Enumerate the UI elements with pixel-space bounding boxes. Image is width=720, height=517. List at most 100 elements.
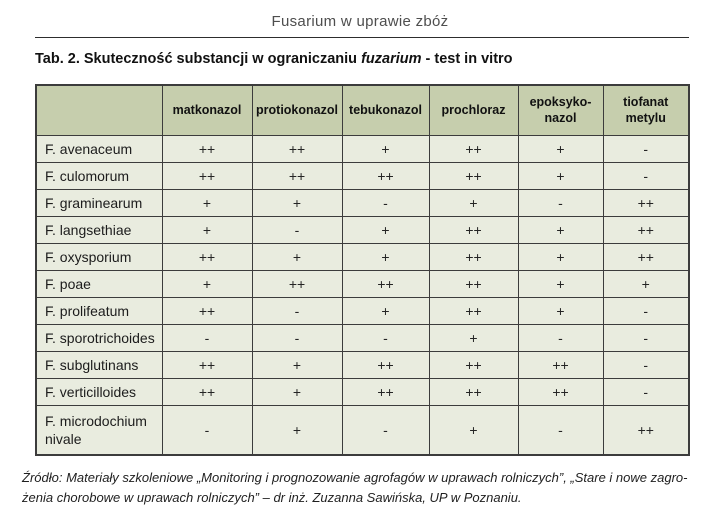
row-label: F. langsethiae — [35, 216, 163, 244]
source-line-1: Źródło: Materiały szkoleniowe „Monitorin… — [22, 470, 688, 485]
rating-cell: + — [161, 270, 253, 298]
caption-text-suffix: - test in vitro — [421, 51, 513, 67]
rating-cell: - — [161, 405, 253, 456]
row-label: F. prolifeatum — [35, 297, 163, 325]
rating-cell: + — [517, 270, 604, 298]
rating-cell: + — [251, 243, 343, 271]
table-body: F. avenaceum ++ ++ + ++ + - F. culomorum ++ ++ ++ +… — [35, 135, 690, 456]
rating-cell: ++ — [341, 378, 430, 406]
rating-cell: + — [341, 216, 430, 244]
rating-cell: ++ — [517, 351, 604, 379]
table-row: F. subglutinans ++ + ++ ++ ++ - — [35, 351, 690, 379]
column-header: matkonazol — [161, 84, 253, 136]
efficacy-table: matkonazol protiokonazol tebukonazol prochl… — [35, 84, 690, 456]
row-label: F. verticilloides — [35, 378, 163, 406]
rating-cell: + — [517, 162, 604, 190]
rating-cell: ++ — [251, 270, 343, 298]
column-header: protiokonazol — [251, 84, 343, 136]
table-row: F. culomorum ++ ++ ++ ++ + - — [35, 162, 690, 190]
rating-cell: ++ — [602, 405, 690, 456]
rating-cell: ++ — [428, 135, 519, 163]
running-header: Fusarium w uprawie zbóż — [0, 0, 720, 30]
rating-cell: - — [341, 324, 430, 352]
rating-cell: + — [251, 405, 343, 456]
rating-cell: - — [341, 405, 430, 456]
table-row: F. oxysporium ++ + + ++ + ++ — [35, 243, 690, 271]
table-row: F. verticilloides ++ + ++ ++ ++ - — [35, 378, 690, 406]
rating-cell: - — [251, 324, 343, 352]
rating-cell: - — [602, 351, 690, 379]
header-row: matkonazol protiokonazol tebukonazol prochl… — [35, 84, 690, 136]
table-row: F. avenaceum ++ ++ + ++ + - — [35, 135, 690, 163]
source-line-2: żenia chorobowe w uprawach rolniczych” –… — [22, 490, 522, 506]
table-row: F. graminearum + + - + - ++ — [35, 189, 690, 217]
rating-cell: - — [602, 297, 690, 325]
rating-cell: ++ — [161, 351, 253, 379]
rating-cell: + — [517, 243, 604, 271]
rating-cell: ++ — [602, 216, 690, 244]
rating-cell: ++ — [428, 216, 519, 244]
row-label: F. microdochium nivale — [35, 405, 163, 456]
corner-cell — [35, 84, 163, 136]
rating-cell: ++ — [251, 135, 343, 163]
rating-cell: + — [517, 135, 604, 163]
rating-cell: ++ — [161, 243, 253, 271]
rating-cell: ++ — [161, 162, 253, 190]
rating-cell: ++ — [161, 378, 253, 406]
column-header: tiofanat metylu — [602, 84, 690, 136]
row-label: F. culomorum — [35, 162, 163, 190]
row-label: F. oxysporium — [35, 243, 163, 271]
rating-cell: + — [428, 405, 519, 456]
rating-cell: + — [428, 324, 519, 352]
rating-cell: + — [251, 351, 343, 379]
rating-cell: ++ — [341, 162, 430, 190]
row-label: F. subglutinans — [35, 351, 163, 379]
column-header: tebukonazol — [341, 84, 430, 136]
table-row: F. sporotrichoides - - - + - - — [35, 324, 690, 352]
table-row: F. microdochium nivale - + - + - ++ — [35, 405, 690, 456]
rating-cell: + — [428, 189, 519, 217]
rating-cell: ++ — [341, 351, 430, 379]
rating-cell: + — [517, 297, 604, 325]
rating-cell: ++ — [161, 135, 253, 163]
table-row: F. prolifeatum ++ - + ++ + - — [35, 297, 690, 325]
row-label: F. avenaceum — [35, 135, 163, 163]
rating-cell: + — [341, 297, 430, 325]
rating-cell: ++ — [428, 270, 519, 298]
rating-cell: + — [161, 216, 253, 244]
rating-cell: - — [517, 405, 604, 456]
rating-cell: + — [251, 378, 343, 406]
rating-cell: ++ — [428, 297, 519, 325]
rating-cell: - — [602, 324, 690, 352]
rating-cell: ++ — [251, 162, 343, 190]
rating-cell: ++ — [602, 243, 690, 271]
caption-text: Tab. 2. Skuteczność substancji w ogranic… — [35, 51, 362, 67]
rating-cell: - — [341, 189, 430, 217]
rating-cell: + — [602, 270, 690, 298]
rating-cell: + — [251, 189, 343, 217]
rating-cell: ++ — [428, 243, 519, 271]
document-page: Fusarium w uprawie zbóż Tab. 2. Skuteczn… — [0, 0, 720, 505]
rating-cell: - — [161, 324, 253, 352]
column-header: epoksyko- nazol — [517, 84, 604, 136]
rating-cell: + — [341, 135, 430, 163]
rating-cell: ++ — [602, 189, 690, 217]
row-label: F. sporotrichoides — [35, 324, 163, 352]
table-caption: Tab. 2. Skuteczność substancji w ogranic… — [35, 51, 690, 67]
column-header: prochloraz — [428, 84, 519, 136]
rating-cell: - — [602, 378, 690, 406]
header-rule — [35, 37, 689, 38]
rating-cell: - — [251, 297, 343, 325]
rating-cell: + — [161, 189, 253, 217]
rating-cell: - — [602, 135, 690, 163]
rating-cell: ++ — [428, 351, 519, 379]
table-head: matkonazol protiokonazol tebukonazol prochl… — [35, 84, 690, 136]
rating-cell: - — [602, 162, 690, 190]
rating-cell: - — [517, 189, 604, 217]
table-row: F. langsethiae + - + ++ + ++ — [35, 216, 690, 244]
rating-cell: - — [251, 216, 343, 244]
page-title: Fusarium w uprawie zbóż — [271, 13, 449, 30]
caption-emphasis: fuzarium — [361, 51, 422, 67]
rating-cell: - — [517, 324, 604, 352]
rating-cell: + — [517, 216, 604, 244]
